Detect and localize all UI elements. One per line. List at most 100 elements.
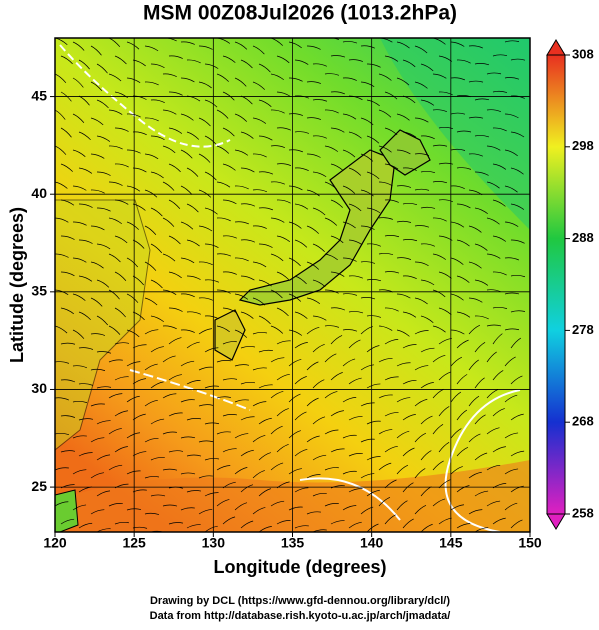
streamline — [55, 145, 67, 155]
streamline — [168, 412, 183, 417]
streamline — [456, 311, 471, 318]
streamline — [510, 375, 523, 385]
streamline — [432, 73, 447, 79]
streamline — [222, 91, 235, 101]
streamline — [114, 521, 130, 525]
streamline — [306, 81, 322, 84]
streamline — [168, 91, 183, 96]
streamline — [414, 432, 427, 443]
streamline — [420, 170, 436, 174]
y-axis-label: Latitude (degrees) — [7, 207, 27, 363]
streamline — [222, 271, 237, 275]
streamline — [72, 185, 87, 191]
streamline — [366, 383, 381, 389]
streamline — [186, 59, 201, 64]
streamline — [150, 243, 163, 254]
streamline — [414, 45, 428, 54]
streamline — [492, 370, 504, 381]
streamline — [186, 203, 199, 213]
streamline — [108, 217, 122, 224]
streamline — [234, 113, 248, 122]
streamline — [198, 328, 212, 335]
streamline — [366, 171, 380, 180]
streamline — [198, 117, 211, 127]
streamline — [510, 310, 526, 313]
streamline — [252, 189, 268, 193]
streamline — [55, 432, 70, 435]
streamline — [204, 492, 219, 497]
streamline — [180, 185, 193, 195]
streamline — [90, 81, 103, 92]
streamline — [72, 293, 86, 301]
streamline — [204, 315, 219, 320]
streamline — [450, 391, 462, 403]
streamline — [180, 293, 195, 298]
streamline — [288, 185, 303, 191]
streamline — [396, 77, 410, 86]
streamline — [276, 271, 289, 280]
streamline — [312, 492, 327, 497]
streamline — [468, 261, 482, 269]
streamline — [288, 77, 303, 82]
y-tick-label: 30 — [31, 380, 47, 396]
streamline — [108, 359, 123, 363]
streamline — [288, 257, 301, 267]
x-tick-label: 130 — [202, 535, 226, 551]
streamline — [258, 171, 273, 175]
streamline — [366, 523, 379, 532]
streamline — [114, 235, 128, 244]
streamline — [252, 507, 266, 515]
streamline — [168, 55, 183, 59]
colorbar-tick-label: 258 — [572, 505, 594, 520]
streamline — [378, 462, 392, 471]
x-tick-label: 145 — [439, 535, 463, 551]
streamline — [324, 109, 339, 114]
streamline — [432, 423, 444, 435]
streamline — [234, 467, 248, 475]
streamline — [252, 225, 267, 229]
contour — [444, 389, 521, 532]
kyushu — [214, 309, 246, 361]
grid — [55, 38, 530, 532]
streamline — [402, 379, 417, 385]
axes: 120 125 130 135 140 145 150 25 30 35 40 45 — [31, 87, 541, 550]
streamline — [150, 63, 165, 69]
streamline — [450, 221, 465, 228]
streamline — [342, 505, 357, 511]
streamline — [342, 257, 357, 262]
streamline — [240, 381, 256, 385]
streamline — [312, 99, 328, 102]
streamline — [222, 163, 236, 171]
streamline — [90, 261, 104, 269]
streamline — [504, 149, 518, 157]
streamline — [504, 468, 519, 475]
streamline — [198, 475, 213, 479]
streamline — [78, 167, 93, 174]
streamline — [204, 347, 219, 353]
streamline — [342, 221, 356, 229]
streamline — [420, 279, 435, 286]
streamline — [72, 149, 86, 157]
streamline — [402, 238, 418, 242]
streamline — [108, 503, 123, 507]
streamline — [510, 58, 526, 61]
streamline — [234, 149, 249, 156]
streamline — [162, 504, 178, 507]
streamline — [294, 95, 309, 99]
streamline — [360, 189, 374, 197]
streamline — [450, 504, 465, 511]
streamline — [360, 81, 375, 87]
streamline — [360, 117, 374, 126]
streamline — [366, 489, 380, 497]
streamline — [234, 221, 250, 225]
streamline — [366, 63, 381, 68]
streamline — [204, 525, 218, 532]
streamline — [366, 207, 381, 214]
streamline — [144, 225, 157, 236]
streamline — [90, 368, 106, 371]
streamline — [366, 315, 382, 318]
streamline — [432, 289, 446, 298]
streamline — [438, 406, 450, 417]
streamline — [90, 225, 105, 231]
streamline — [306, 326, 320, 335]
